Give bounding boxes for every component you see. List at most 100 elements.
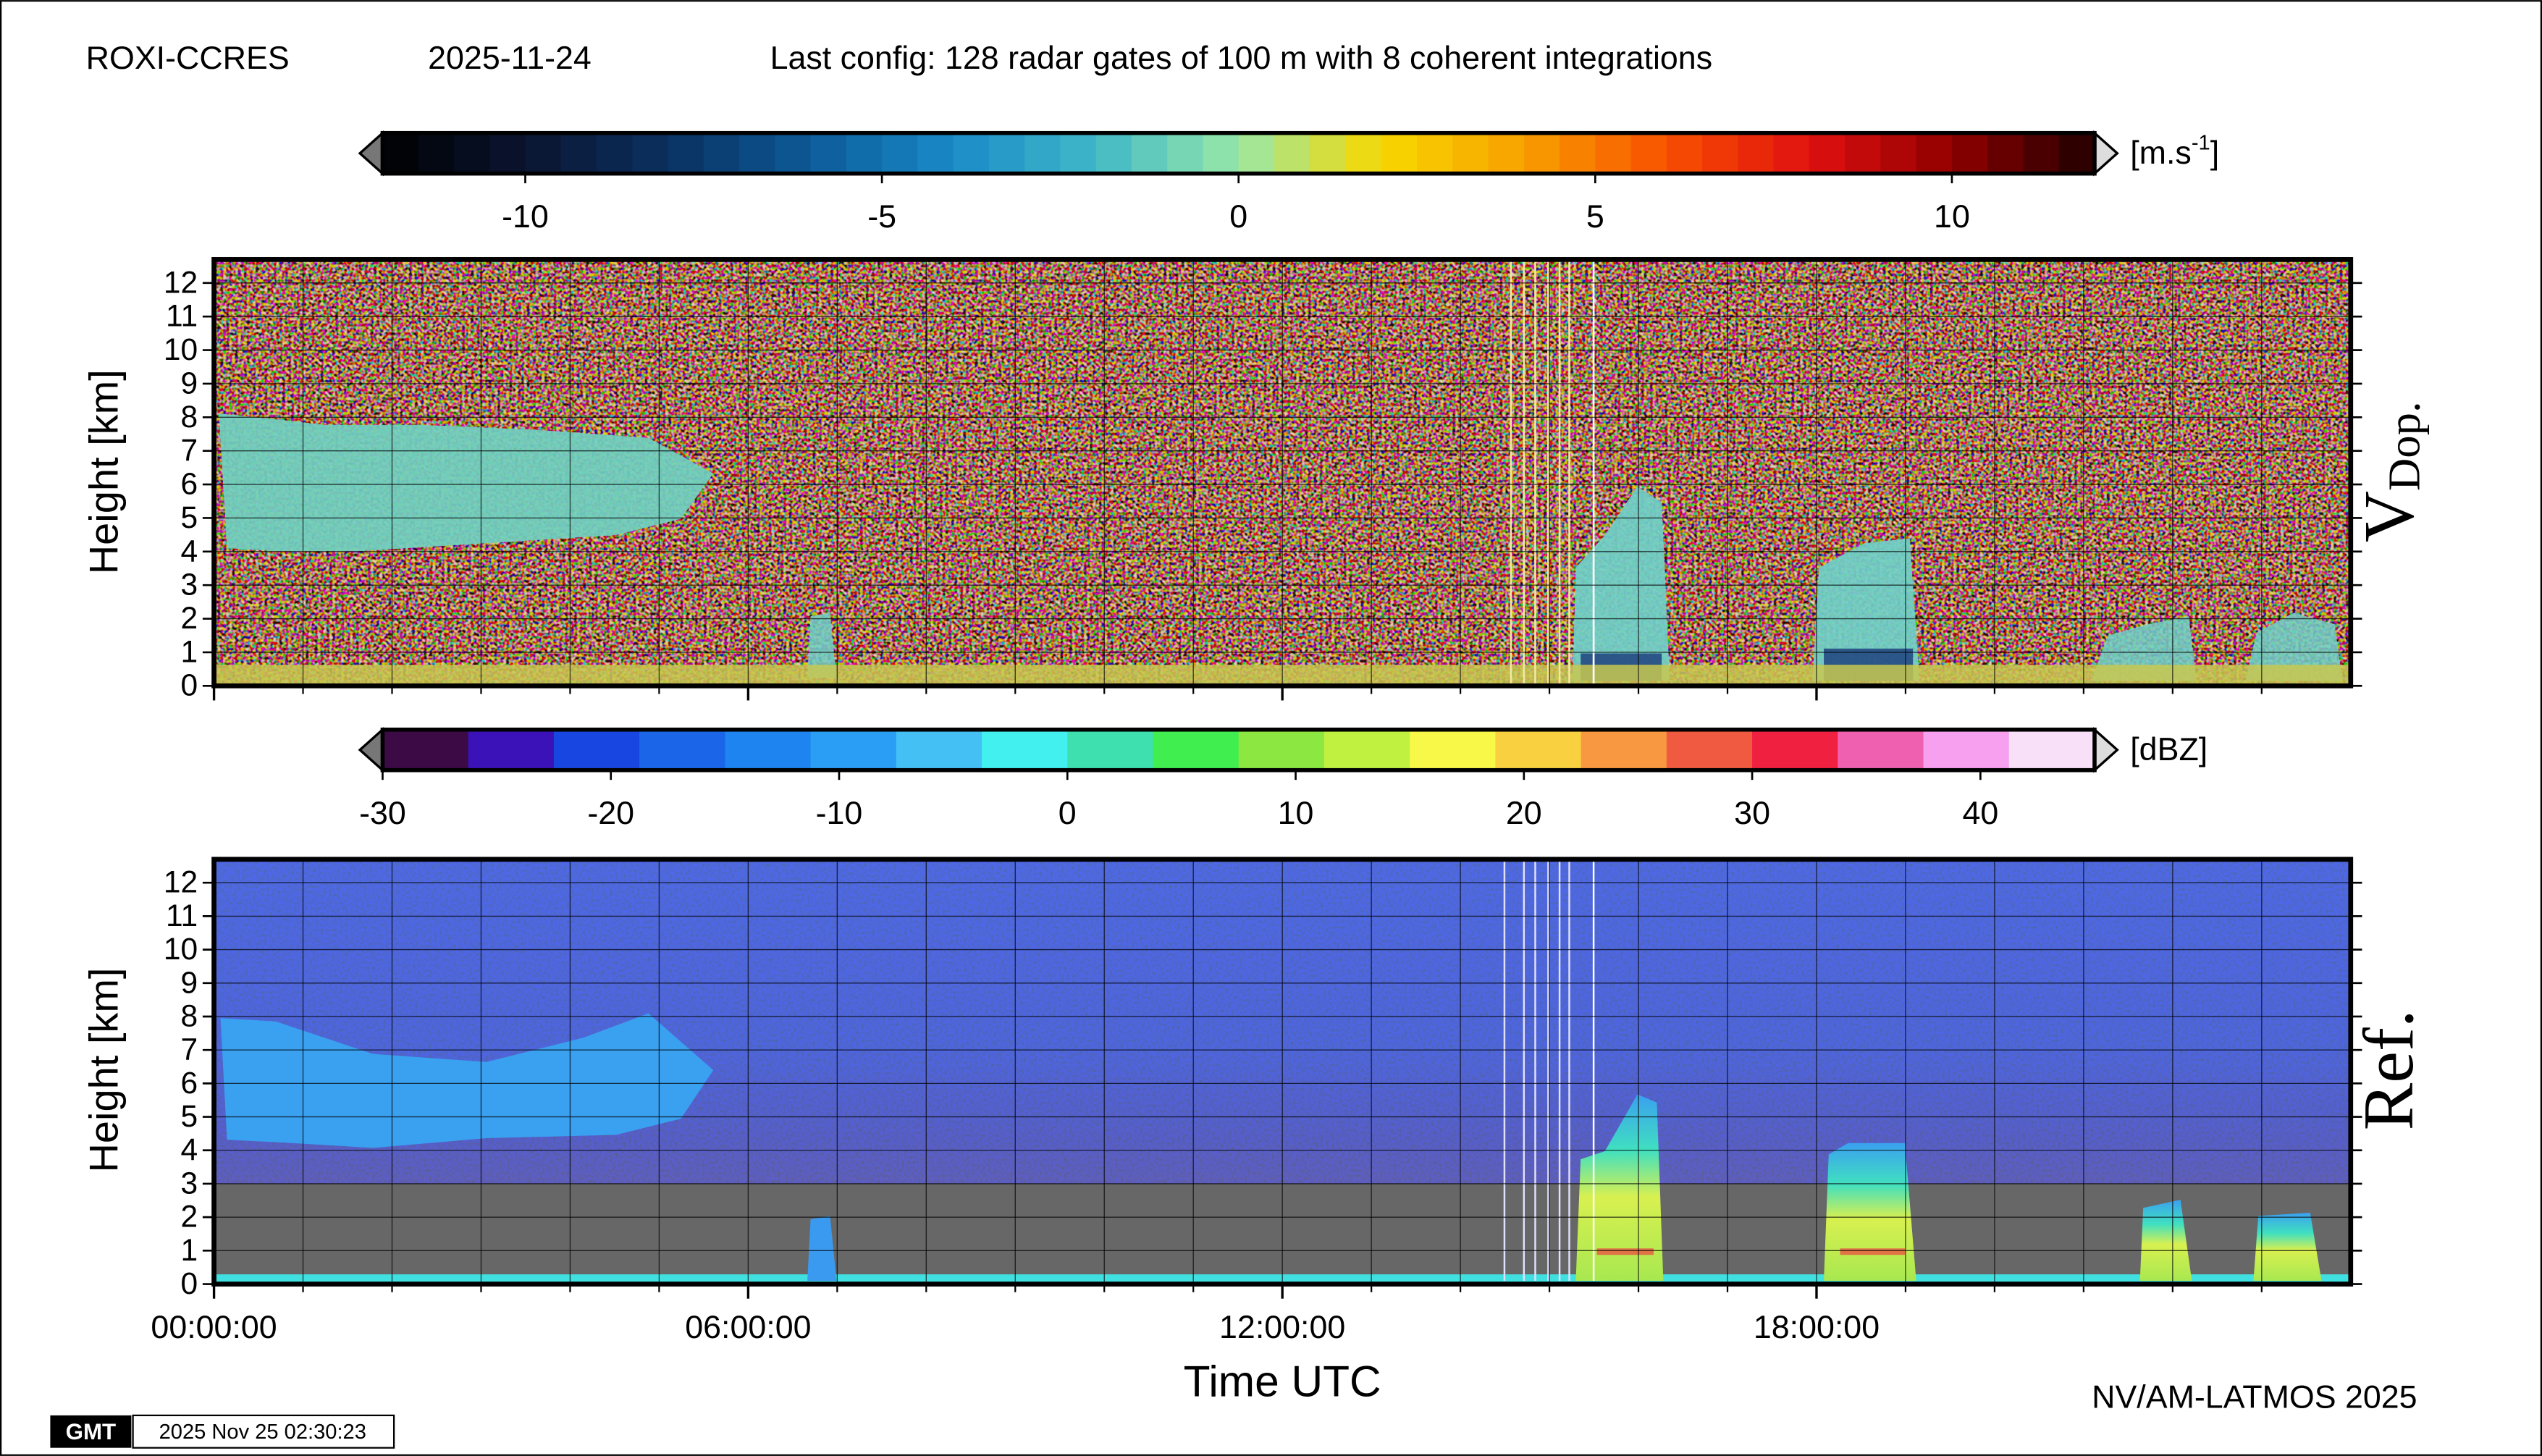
colorbar-cell	[882, 132, 919, 174]
y-tick-label: 5	[181, 1099, 198, 1134]
colorbar-cell	[1238, 729, 1325, 770]
y-tick-label: 9	[181, 965, 198, 1000]
colorbar-cell	[1560, 132, 1596, 174]
x-tick-label: 06:00:00	[685, 1309, 811, 1345]
colorbar-cell	[1153, 729, 1240, 770]
colorbar-cell	[632, 132, 669, 174]
colorbar-cell	[739, 132, 775, 174]
colorbar-tick-label: 40	[1962, 795, 1998, 831]
colorbar-cell	[810, 132, 847, 174]
colorbar-cell	[1923, 729, 2010, 770]
colorbar-cell	[1702, 132, 1739, 174]
panel-frame	[211, 257, 2354, 689]
panel-label: VDop.	[2349, 401, 2430, 542]
colorbar-cell	[775, 132, 812, 174]
colorbar-cell	[1067, 729, 1154, 770]
y-tick-label: 0	[181, 1266, 198, 1301]
colorbar-cell	[1595, 132, 1632, 174]
colorbar-tick-label: -30	[359, 795, 406, 831]
colorbar-tick-label: 10	[1934, 198, 1970, 235]
y-tick-label: 10	[164, 932, 198, 967]
y-tick-label: 4	[181, 534, 198, 568]
colorbar-cell	[725, 729, 812, 770]
colorbar-cell	[597, 132, 633, 174]
colorbar-unit-sup: -1	[2192, 131, 2210, 154]
timestamp: 2025 Nov 25 02:30:23	[159, 1421, 366, 1444]
colorbar-cell	[1310, 132, 1347, 174]
colorbar-cell	[1060, 132, 1097, 174]
colorbar-cell	[639, 729, 726, 770]
colorbar-unit-base: [dBZ]	[2130, 731, 2208, 767]
y-tick-label: 2	[181, 1200, 198, 1234]
colorbar-cell	[896, 729, 982, 770]
logo-box	[50, 1415, 132, 1448]
y-axis-label: Height [km]	[81, 369, 127, 574]
y-tick-label: 0	[181, 668, 198, 703]
colorbar-cell	[382, 729, 469, 770]
y-tick-label: 6	[181, 467, 198, 502]
colorbar-tick-label: 0	[1229, 198, 1247, 235]
colorbar-cell	[1488, 132, 1525, 174]
colorbar-cell	[1131, 132, 1168, 174]
colorbar-cell	[1323, 729, 1410, 770]
colorbar-cell	[1381, 132, 1418, 174]
y-tick-label: 12	[164, 865, 198, 900]
colorbar-cell	[1495, 729, 1582, 770]
colorbar-cell	[1880, 132, 1917, 174]
colorbar-cell	[810, 729, 897, 770]
colorbar-tick-label: -10	[502, 198, 549, 235]
colorbar-cell	[525, 132, 562, 174]
colorbar-cell	[553, 729, 640, 770]
colorbar-cell	[1274, 132, 1310, 174]
colorbar-cell	[1752, 729, 1838, 770]
colorbar-unit-base: [m.s	[2130, 135, 2192, 171]
station: ROXI-CCRES	[86, 40, 290, 76]
y-tick-label: 1	[181, 634, 198, 669]
colorbar-cell	[1838, 729, 1924, 770]
colorbar-cell	[1987, 132, 2024, 174]
y-tick-label: 9	[181, 366, 198, 400]
colorbar-cell	[489, 132, 526, 174]
panel-label-sub: Dop.	[2379, 401, 2430, 491]
colorbar-cell	[1024, 132, 1061, 174]
colorbar-cell	[1452, 132, 1489, 174]
colorbar-tick-label: 5	[1586, 198, 1604, 235]
colorbar-cell	[418, 132, 455, 174]
colorbar-cell	[453, 132, 490, 174]
colorbar-cell	[953, 132, 990, 174]
colorbar-tick-label: 20	[1506, 795, 1542, 831]
colorbar-cell	[1951, 132, 1988, 174]
colorbar-frame	[380, 727, 2097, 773]
y-tick-label: 5	[181, 500, 198, 535]
colorbar-tick-label: 0	[1059, 795, 1077, 831]
panel-label: Ref.	[2349, 1010, 2428, 1131]
colorbar-unit: [dBZ]	[2130, 731, 2208, 767]
colorbar-tick-label: -20	[587, 795, 634, 831]
colorbar-cell	[917, 132, 954, 174]
colorbar-unit-end: ]	[2210, 135, 2219, 171]
colorbar-cell	[1523, 132, 1560, 174]
y-tick-label: 10	[164, 332, 198, 367]
colorbar-cell	[703, 132, 740, 174]
colorbar-cell	[1773, 132, 1810, 174]
y-tick-label: 4	[181, 1132, 198, 1167]
config: Last config: 128 radar gates of 100 m wi…	[770, 40, 1712, 76]
colorbar-tick-label: 10	[1278, 795, 1314, 831]
colorbar-tick-label: -5	[867, 198, 896, 235]
colorbar-cell	[1410, 729, 1497, 770]
colorbar-cell	[1345, 132, 1382, 174]
y-axis-label: Height [km]	[81, 967, 127, 1172]
colorbar-cell	[560, 132, 597, 174]
x-tick-label: 00:00:00	[151, 1309, 277, 1345]
colorbar-tick-label: -10	[816, 795, 863, 831]
colorbar-cell	[668, 132, 704, 174]
y-tick-label: 3	[181, 568, 198, 602]
panel-label-main: V	[2349, 491, 2428, 542]
colorbar-cell	[1666, 729, 1753, 770]
x-tick-label: 12:00:00	[1219, 1309, 1345, 1345]
y-tick-label: 3	[181, 1166, 198, 1200]
timestamp-box	[132, 1414, 395, 1449]
logo: GMT	[66, 1419, 117, 1444]
colorbar-cell	[2058, 132, 2095, 174]
colorbar-cell	[1630, 132, 1667, 174]
